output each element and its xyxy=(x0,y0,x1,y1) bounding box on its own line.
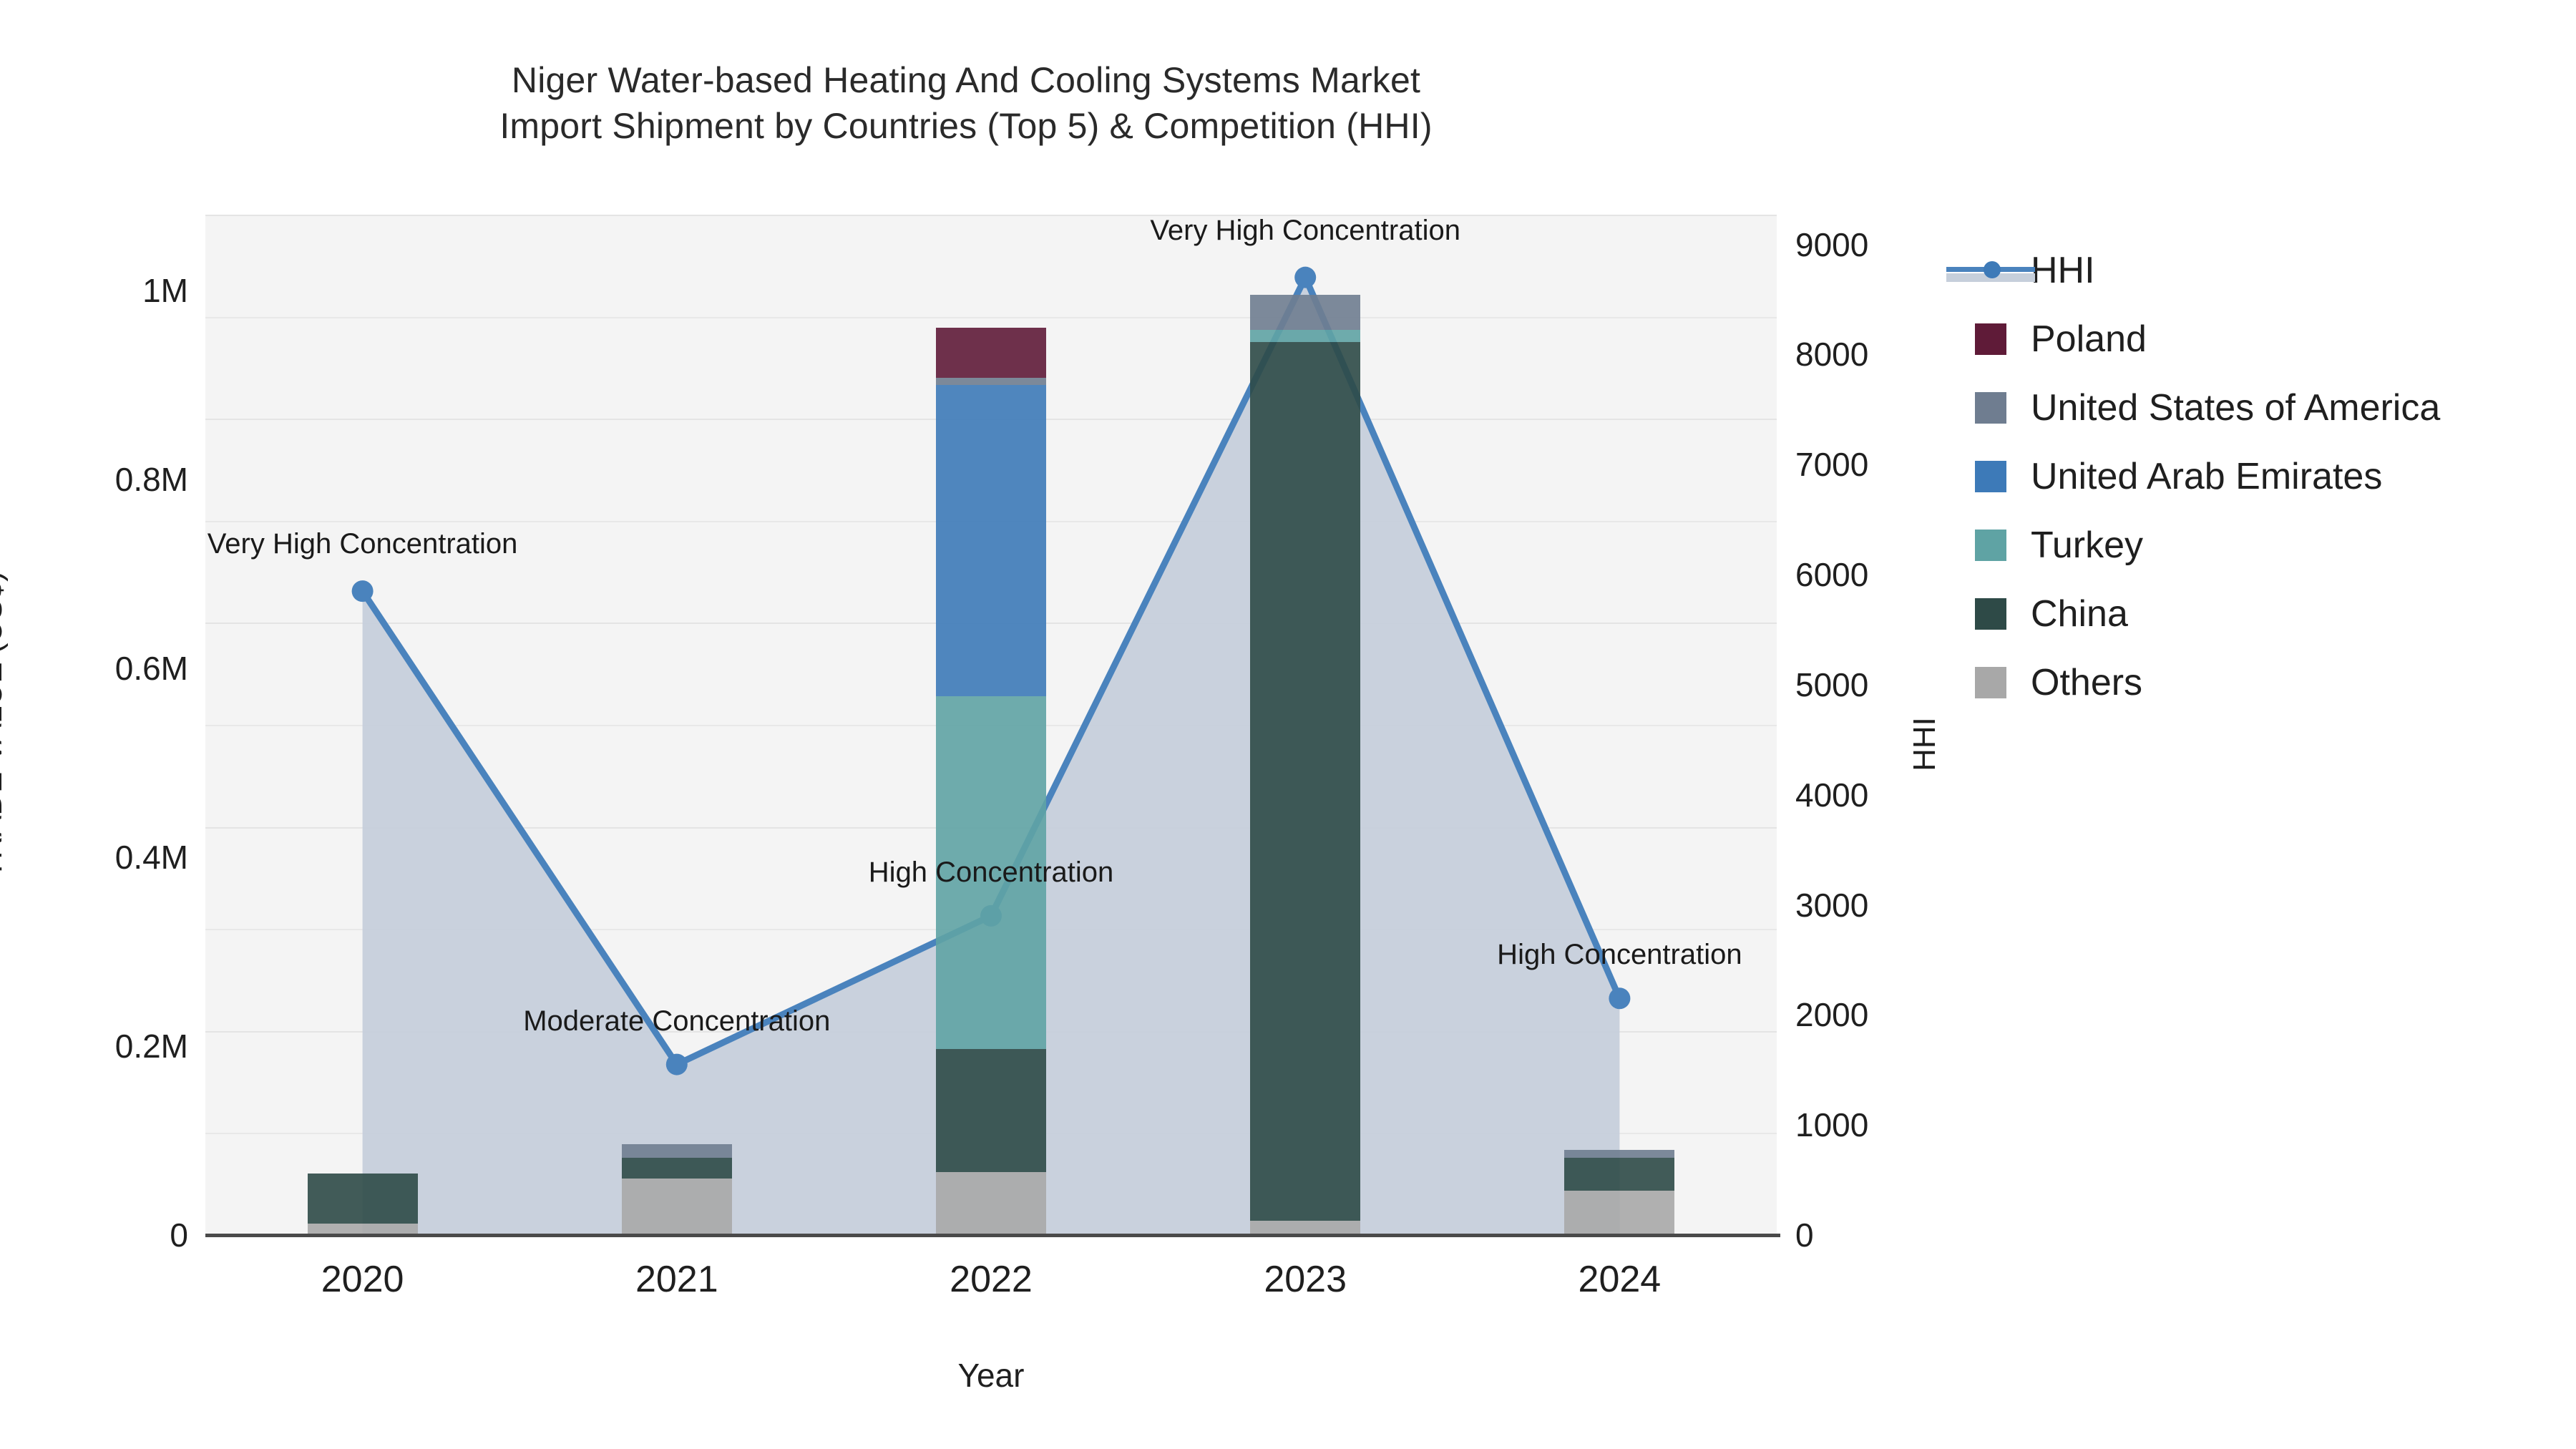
y-tick-label: 0.6M xyxy=(114,649,188,687)
legend-swatch xyxy=(1975,598,2006,630)
bar-segment[interactable] xyxy=(936,1048,1046,1172)
y2-tick-label: 5000 xyxy=(1795,665,1869,703)
legend-marker-dot xyxy=(1984,261,2001,278)
gridline xyxy=(205,316,1777,318)
bar-segment[interactable] xyxy=(1564,1190,1675,1235)
y-tick-label: 0 xyxy=(170,1216,188,1254)
bar-segment[interactable] xyxy=(1564,1150,1675,1158)
hhi-line-icon xyxy=(1946,255,2035,286)
legend-swatch xyxy=(1975,392,2006,424)
bar-segment[interactable] xyxy=(1250,330,1361,343)
legend-label: China xyxy=(2031,593,2128,635)
y-axis-label: TRADE VALUE (US$) xyxy=(0,571,9,879)
hhi-marker[interactable] xyxy=(1609,987,1631,1010)
y-tick-label: 1M xyxy=(142,271,188,309)
bar-segment[interactable] xyxy=(936,696,1046,1049)
y-tick-label: 0.4M xyxy=(114,838,188,876)
bar-group-2021[interactable] xyxy=(621,215,732,1235)
bar-segment[interactable] xyxy=(307,1174,418,1224)
bar-segment[interactable] xyxy=(1250,342,1361,1221)
legend-item-united-arab-emirates[interactable]: United Arab Emirates xyxy=(1975,442,2440,511)
y2-tick-label: 2000 xyxy=(1795,996,1869,1034)
bar-segment[interactable] xyxy=(621,1178,732,1235)
bar-segment[interactable] xyxy=(1564,1157,1675,1191)
hhi-marker[interactable] xyxy=(1294,266,1317,288)
y-tick-label: 0.8M xyxy=(114,460,188,498)
y2-tick-label: 0 xyxy=(1795,1216,1814,1254)
legend-item-poland[interactable]: Poland xyxy=(1975,305,2440,374)
bar-segment[interactable] xyxy=(936,328,1046,379)
y2-tick-label: 3000 xyxy=(1795,886,1869,924)
bar-group-2022[interactable] xyxy=(936,215,1046,1235)
legend: HHI Poland United States of America United … xyxy=(1946,236,2440,717)
x-tick-label: 2021 xyxy=(635,1259,718,1300)
y2-tick-label: 7000 xyxy=(1795,446,1869,484)
legend-swatch xyxy=(1975,323,2006,355)
bar-group-2023[interactable] xyxy=(1250,215,1361,1235)
hhi-marker[interactable] xyxy=(665,1053,688,1075)
legend-label: Turkey xyxy=(2031,525,2143,566)
bar-group-2020[interactable] xyxy=(307,215,418,1235)
chart-title-line1: Niger Water-based Heating And Cooling Sy… xyxy=(511,60,1421,100)
legend-item-others[interactable]: Others xyxy=(1975,648,2440,717)
legend-swatch xyxy=(1975,461,2006,492)
chart-title: Niger Water-based Heating And Cooling Sy… xyxy=(0,57,1932,149)
bar-segment[interactable] xyxy=(621,1144,732,1158)
bar-segment[interactable] xyxy=(621,1157,732,1179)
bar-segment[interactable] xyxy=(936,384,1046,697)
legend-item-hhi[interactable]: HHI xyxy=(1946,236,2440,305)
legend-swatch xyxy=(1975,667,2006,698)
legend-label: Poland xyxy=(2031,318,2147,360)
legend-label: Others xyxy=(2031,662,2143,703)
x-tick-label: 2024 xyxy=(1578,1259,1662,1300)
hhi-annotation: High Concentration xyxy=(1497,939,1742,971)
legend-swatch xyxy=(1975,530,2006,561)
bar-segment[interactable] xyxy=(936,1171,1046,1235)
gridline xyxy=(205,215,1777,216)
x-axis-line xyxy=(205,1234,1780,1237)
hhi-annotation: Very High Concentration xyxy=(1150,214,1460,246)
y2-tick-label: 1000 xyxy=(1795,1106,1869,1144)
hhi-marker[interactable] xyxy=(351,580,374,602)
x-tick-label: 2022 xyxy=(950,1259,1033,1300)
hhi-annotation: High Concentration xyxy=(868,856,1114,888)
y2-tick-label: 9000 xyxy=(1795,225,1869,263)
y2-tick-label: 4000 xyxy=(1795,776,1869,814)
legend-label: United States of America xyxy=(2031,387,2441,429)
y2-tick-label: 8000 xyxy=(1795,336,1869,374)
legend-item-china[interactable]: China xyxy=(1975,580,2440,648)
legend-label: United Arab Emirates xyxy=(2031,456,2383,497)
plot-area xyxy=(205,215,1777,1236)
hhi-annotation: Very High Concentration xyxy=(207,528,518,560)
legend-label: HHI xyxy=(2031,250,2095,291)
legend-item-turkey[interactable]: Turkey xyxy=(1975,511,2440,580)
hhi-annotation: Moderate Concentration xyxy=(523,1005,831,1037)
legend-item-united-states-of-america[interactable]: United States of America xyxy=(1975,374,2440,442)
y-tick-label: 0.2M xyxy=(114,1027,188,1065)
chart-title-line2: Import Shipment by Countries (Top 5) & C… xyxy=(499,106,1433,146)
bar-segment[interactable] xyxy=(1250,295,1361,331)
bar-segment[interactable] xyxy=(936,378,1046,385)
bar-group-2024[interactable] xyxy=(1564,215,1675,1235)
y2-tick-label: 6000 xyxy=(1795,556,1869,594)
bar-segment[interactable] xyxy=(1250,1221,1361,1235)
x-tick-label: 2023 xyxy=(1264,1259,1347,1300)
x-tick-label: 2020 xyxy=(321,1259,404,1300)
y2-axis-label: HHI xyxy=(1907,717,1942,771)
bar-segment[interactable] xyxy=(307,1224,418,1235)
x-axis-label: Year xyxy=(957,1357,1025,1394)
